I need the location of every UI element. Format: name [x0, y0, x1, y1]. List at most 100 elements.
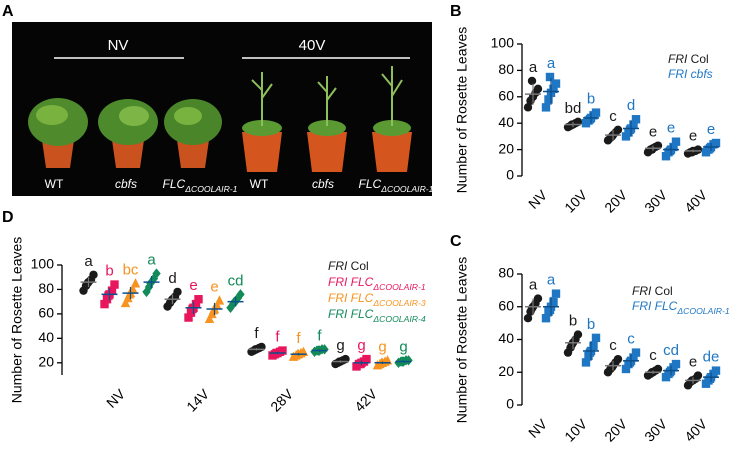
- panel-label: D: [2, 209, 14, 226]
- y-axis-label: Number of Rosette Leaves: [454, 27, 470, 194]
- legend-entry: FRI FLCΔCOOLAIR-1: [328, 275, 426, 292]
- point: [621, 364, 631, 374]
- point: [194, 295, 203, 304]
- point: [278, 346, 287, 355]
- y-tick-label: 100: [491, 35, 515, 51]
- y-tick-label: 60: [498, 88, 514, 104]
- point: [533, 84, 543, 94]
- point: [581, 358, 591, 367]
- y-tick-label: 0: [506, 396, 514, 412]
- point: [629, 120, 638, 129]
- significance-letter: a: [529, 277, 538, 294]
- point: [110, 280, 119, 289]
- y-tick-label: 60: [498, 297, 514, 313]
- point: [591, 108, 601, 117]
- plant-label: WT: [45, 177, 64, 191]
- point: [320, 344, 329, 355]
- x-tick-label: 30V: [641, 415, 670, 444]
- point: [167, 296, 176, 305]
- point: [144, 281, 154, 293]
- point: [549, 84, 558, 94]
- point: [523, 314, 533, 323]
- point: [152, 268, 161, 279]
- significance-letter: c: [609, 337, 617, 354]
- y-axis-label: Number of Rosette Leaves: [454, 257, 470, 424]
- significance-letter: g: [378, 338, 386, 355]
- plant-label: cbfs: [115, 177, 137, 191]
- legend-entry: FRI Col: [668, 52, 709, 66]
- x-tick-label: 20V: [601, 186, 630, 215]
- point: [705, 374, 715, 383]
- point: [545, 305, 555, 315]
- point: [625, 358, 635, 367]
- point: [356, 359, 365, 369]
- group-label: 40V: [299, 37, 326, 54]
- y-tick-label: 40: [38, 329, 54, 345]
- y-tick-label: 80: [38, 280, 54, 296]
- y-tick-label: 100: [31, 256, 55, 272]
- significance-letter: a: [84, 253, 93, 270]
- point: [665, 368, 675, 377]
- x-tick-label: 10V: [561, 415, 590, 444]
- point: [665, 146, 675, 156]
- point: [551, 79, 561, 88]
- point: [100, 299, 109, 309]
- significance-letter: e: [689, 354, 697, 371]
- point: [541, 314, 551, 323]
- point: [545, 72, 555, 82]
- x-tick-label: 20V: [601, 415, 630, 444]
- x-tick-label: 10V: [561, 186, 590, 215]
- point: [585, 348, 595, 357]
- significance-letter: g: [336, 337, 344, 354]
- plant-label: cbfs: [312, 177, 334, 191]
- significance-letter: cd: [663, 342, 679, 359]
- plant-label: FLCΔCOOLAIR-1: [359, 177, 434, 194]
- point: [544, 95, 553, 104]
- significance-letter: e: [189, 277, 197, 294]
- x-tick-label: 14V: [183, 385, 212, 414]
- panel-label: C: [450, 233, 462, 250]
- x-tick-label: 30V: [641, 186, 670, 215]
- y-tick-label: 20: [38, 353, 54, 369]
- panel-label: B: [450, 3, 462, 20]
- x-tick-label: 42V: [351, 385, 380, 414]
- legend-entry: FRI Col: [328, 259, 369, 273]
- x-tick-label: 28V: [267, 385, 296, 414]
- point: [362, 354, 371, 364]
- significance-letter: f: [254, 325, 259, 342]
- significance-letter: cd: [228, 272, 244, 289]
- point: [607, 132, 617, 141]
- point: [527, 304, 537, 313]
- point: [527, 76, 537, 86]
- significance-letter: bc: [123, 261, 139, 278]
- significance-letter: a: [529, 59, 538, 76]
- point: [711, 366, 721, 375]
- point: [533, 294, 543, 303]
- x-tick-label: 40V: [681, 186, 710, 215]
- point: [573, 330, 583, 339]
- significance-letter: e: [667, 120, 675, 137]
- y-tick-label: 0: [506, 167, 514, 183]
- y-tick-label: 80: [498, 265, 514, 281]
- x-tick-label: 40V: [681, 415, 710, 444]
- plants: [28, 57, 412, 172]
- point: [589, 341, 598, 351]
- y-tick-label: 20: [498, 363, 514, 379]
- point: [188, 304, 197, 314]
- legend-entry: FRI FLCΔCOOLAIR-4: [328, 307, 426, 324]
- significance-letter: c: [649, 347, 657, 364]
- x-tick-label: NV: [525, 415, 551, 441]
- point: [625, 125, 635, 134]
- point: [631, 115, 641, 124]
- point: [687, 148, 697, 157]
- point: [693, 371, 703, 380]
- x-tick-label: NV: [103, 385, 129, 411]
- group-label: NV: [108, 37, 129, 54]
- significance-letter: e: [210, 278, 218, 295]
- significance-letter: a: [147, 252, 156, 269]
- point: [647, 145, 657, 154]
- significance-letter: d: [168, 270, 176, 287]
- y-tick-label: 40: [498, 330, 514, 346]
- point: [705, 144, 715, 153]
